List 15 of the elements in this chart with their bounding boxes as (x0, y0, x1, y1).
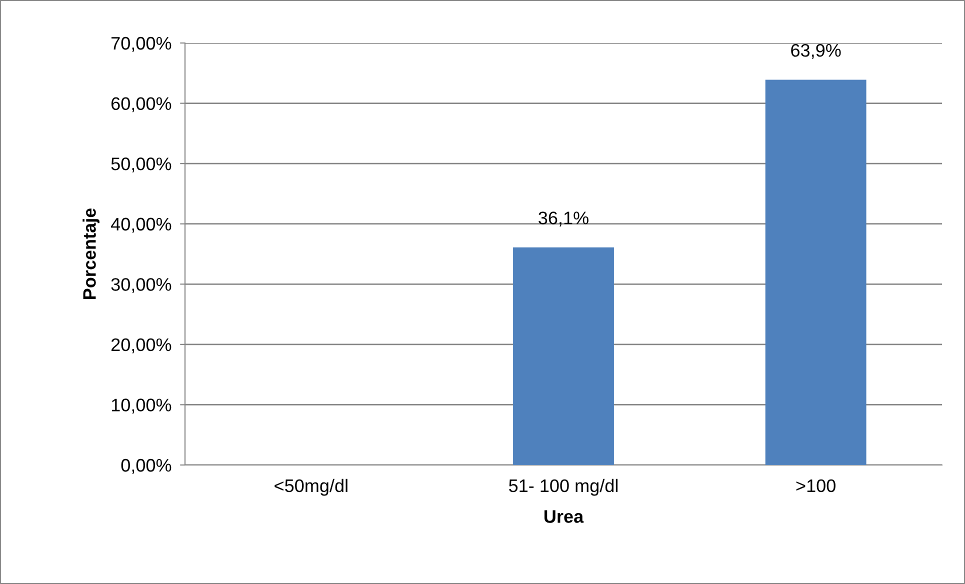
data-label: 36,1% (538, 212, 588, 226)
data-label: 63,9% (791, 44, 841, 59)
y-tick-label: 40,00% (110, 218, 172, 233)
x-tick-label: <50mg/dl (274, 478, 348, 496)
y-tick-label: 30,00% (111, 278, 172, 293)
y-tick-label: 10,00% (112, 398, 172, 414)
x-tick-label: >100 (796, 479, 836, 492)
y-axis-title: Porcentaje (82, 208, 100, 299)
x-axis-title: Urea (544, 510, 584, 523)
y-tick-label: 70,00% (111, 36, 172, 52)
x-tick-label: 51- 100 mg/dl (509, 478, 618, 496)
y-tick-label: 0,00% (121, 458, 172, 474)
y-tick-label: 50,00% (111, 158, 172, 172)
y-tick-label: 20,00% (111, 338, 172, 354)
y-tick-label: 60,00% (111, 97, 172, 112)
